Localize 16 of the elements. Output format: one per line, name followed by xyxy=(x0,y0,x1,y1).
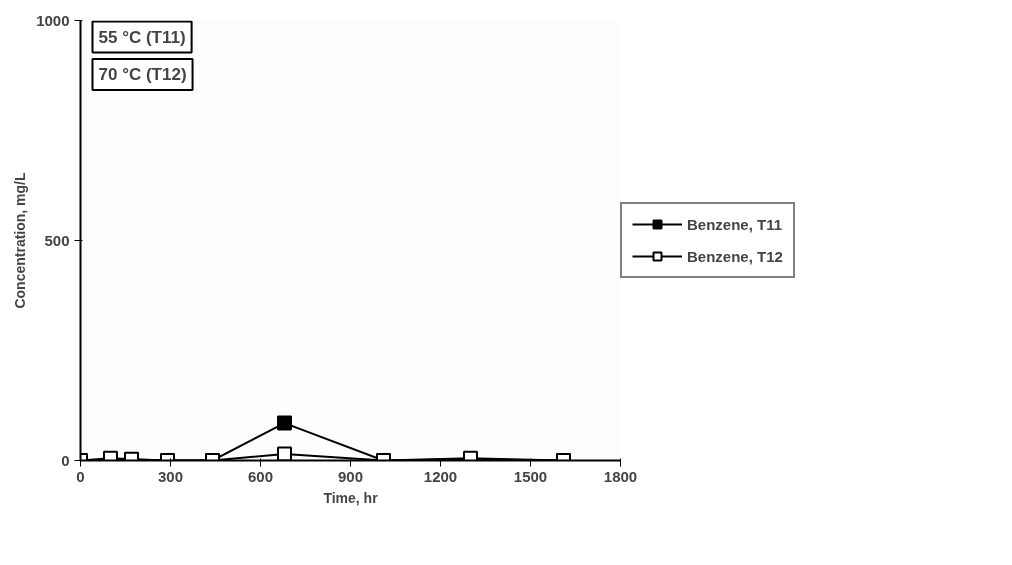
x-tick-label: 1500 xyxy=(513,467,548,485)
legend-label: Benzene, T11 xyxy=(687,215,783,233)
annotation: 70 °C (T12) xyxy=(98,64,187,84)
legend-label: Benzene, T12 xyxy=(687,247,783,265)
y-tick-label: 0 xyxy=(61,451,70,469)
y-tick-label: 1000 xyxy=(36,11,70,29)
x-tick-label: 600 xyxy=(247,467,274,485)
annotation: 55 °C (T11) xyxy=(98,27,186,47)
x-tick-label: 900 xyxy=(337,467,364,485)
x-tick-label: 1800 xyxy=(603,467,638,485)
x-tick-label: 1200 xyxy=(423,467,458,485)
y-axis-title: Concentration, mg/L xyxy=(12,172,29,309)
x-tick-label: 0 xyxy=(76,467,85,485)
y-tick-label: 500 xyxy=(44,231,70,249)
x-axis-title: Time, hr xyxy=(323,489,379,506)
x-tick-label: 300 xyxy=(157,467,184,485)
